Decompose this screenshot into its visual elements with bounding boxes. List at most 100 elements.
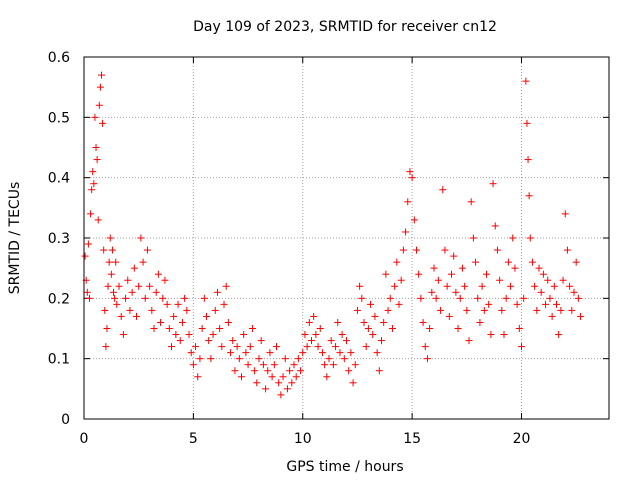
data-point bbox=[430, 264, 438, 272]
data-point bbox=[133, 312, 140, 320]
data-point bbox=[531, 282, 539, 290]
x-tick-label: 20 bbox=[513, 431, 531, 447]
data-point bbox=[314, 343, 322, 351]
data-point bbox=[351, 361, 359, 369]
data-point bbox=[485, 300, 493, 308]
data-point bbox=[87, 210, 95, 218]
data-point bbox=[349, 379, 357, 387]
data-point bbox=[371, 312, 379, 320]
data-point bbox=[526, 234, 534, 242]
data-point bbox=[345, 367, 353, 375]
data-point bbox=[157, 318, 165, 326]
data-point bbox=[338, 331, 346, 339]
data-point bbox=[496, 276, 504, 284]
data-point bbox=[362, 343, 370, 351]
data-point bbox=[380, 318, 388, 326]
data-point bbox=[456, 294, 464, 302]
data-point bbox=[209, 331, 217, 339]
data-point bbox=[264, 367, 272, 375]
data-point bbox=[432, 294, 440, 302]
data-point bbox=[81, 252, 89, 260]
data-point bbox=[423, 355, 431, 363]
data-point bbox=[360, 318, 368, 326]
data-point bbox=[270, 361, 278, 369]
data-point bbox=[493, 246, 501, 254]
data-point bbox=[441, 246, 449, 254]
data-point bbox=[553, 300, 560, 308]
data-point bbox=[290, 361, 298, 369]
data-point bbox=[343, 337, 350, 345]
data-point bbox=[170, 312, 178, 320]
data-point bbox=[262, 385, 270, 393]
data-point bbox=[415, 270, 423, 278]
data-point bbox=[546, 294, 554, 302]
data-point bbox=[161, 276, 169, 284]
data-point bbox=[384, 306, 392, 314]
data-point bbox=[395, 300, 403, 308]
data-point bbox=[548, 312, 556, 320]
data-point bbox=[480, 306, 488, 314]
x-tick-label: 10 bbox=[294, 431, 312, 447]
data-point bbox=[216, 325, 224, 332]
data-point bbox=[227, 349, 235, 357]
data-point bbox=[340, 355, 348, 363]
data-point bbox=[283, 385, 291, 393]
data-point bbox=[391, 282, 399, 290]
data-point bbox=[248, 325, 256, 332]
data-point bbox=[194, 373, 202, 381]
data-point bbox=[570, 288, 578, 296]
data-point bbox=[146, 282, 154, 290]
data-point bbox=[103, 325, 111, 332]
data-point bbox=[242, 349, 250, 357]
data-point bbox=[525, 192, 533, 200]
y-tick-label: 0.5 bbox=[48, 110, 70, 126]
data-point bbox=[266, 349, 274, 357]
data-point bbox=[100, 246, 108, 254]
data-point bbox=[148, 306, 156, 314]
axis-ticks: 0 0.1 0.2 0.3 0.4 0.5 0.6 0 5 10 15 20 bbox=[48, 50, 609, 447]
data-point bbox=[469, 234, 477, 242]
data-point bbox=[98, 71, 105, 79]
data-point bbox=[231, 367, 239, 375]
data-point bbox=[437, 306, 445, 314]
data-point bbox=[476, 318, 484, 326]
data-point bbox=[115, 282, 123, 290]
data-point bbox=[413, 246, 420, 254]
plot-frame bbox=[83, 56, 610, 420]
data-point bbox=[279, 373, 287, 381]
data-point bbox=[439, 186, 447, 194]
data-point bbox=[192, 343, 200, 351]
data-point bbox=[448, 270, 455, 278]
data-point bbox=[111, 294, 119, 302]
data-point bbox=[559, 276, 567, 284]
data-point bbox=[240, 331, 248, 339]
data-point bbox=[507, 282, 515, 290]
data-point bbox=[555, 331, 563, 339]
data-point bbox=[410, 216, 418, 224]
data-point bbox=[122, 294, 130, 302]
data-point bbox=[498, 306, 506, 314]
data-point bbox=[124, 276, 132, 284]
data-point bbox=[474, 294, 482, 302]
data-point bbox=[196, 355, 204, 363]
data-point bbox=[198, 325, 206, 332]
data-point bbox=[402, 228, 410, 236]
data-point bbox=[421, 343, 429, 351]
data-point bbox=[523, 119, 531, 127]
data-point bbox=[101, 306, 109, 314]
data-point bbox=[574, 294, 582, 302]
data-point bbox=[489, 180, 497, 188]
data-points bbox=[81, 71, 585, 399]
data-point bbox=[375, 367, 383, 375]
data-point bbox=[92, 144, 100, 151]
chart-title: Day 109 of 2023, SRMTID for receiver cn1… bbox=[193, 19, 497, 35]
data-point bbox=[102, 343, 110, 351]
data-point bbox=[126, 306, 134, 314]
data-point bbox=[382, 270, 390, 278]
data-point bbox=[185, 331, 193, 339]
data-point bbox=[139, 258, 147, 266]
data-point bbox=[397, 276, 405, 284]
data-point bbox=[461, 282, 469, 290]
data-point bbox=[301, 331, 309, 339]
data-point bbox=[189, 361, 197, 369]
